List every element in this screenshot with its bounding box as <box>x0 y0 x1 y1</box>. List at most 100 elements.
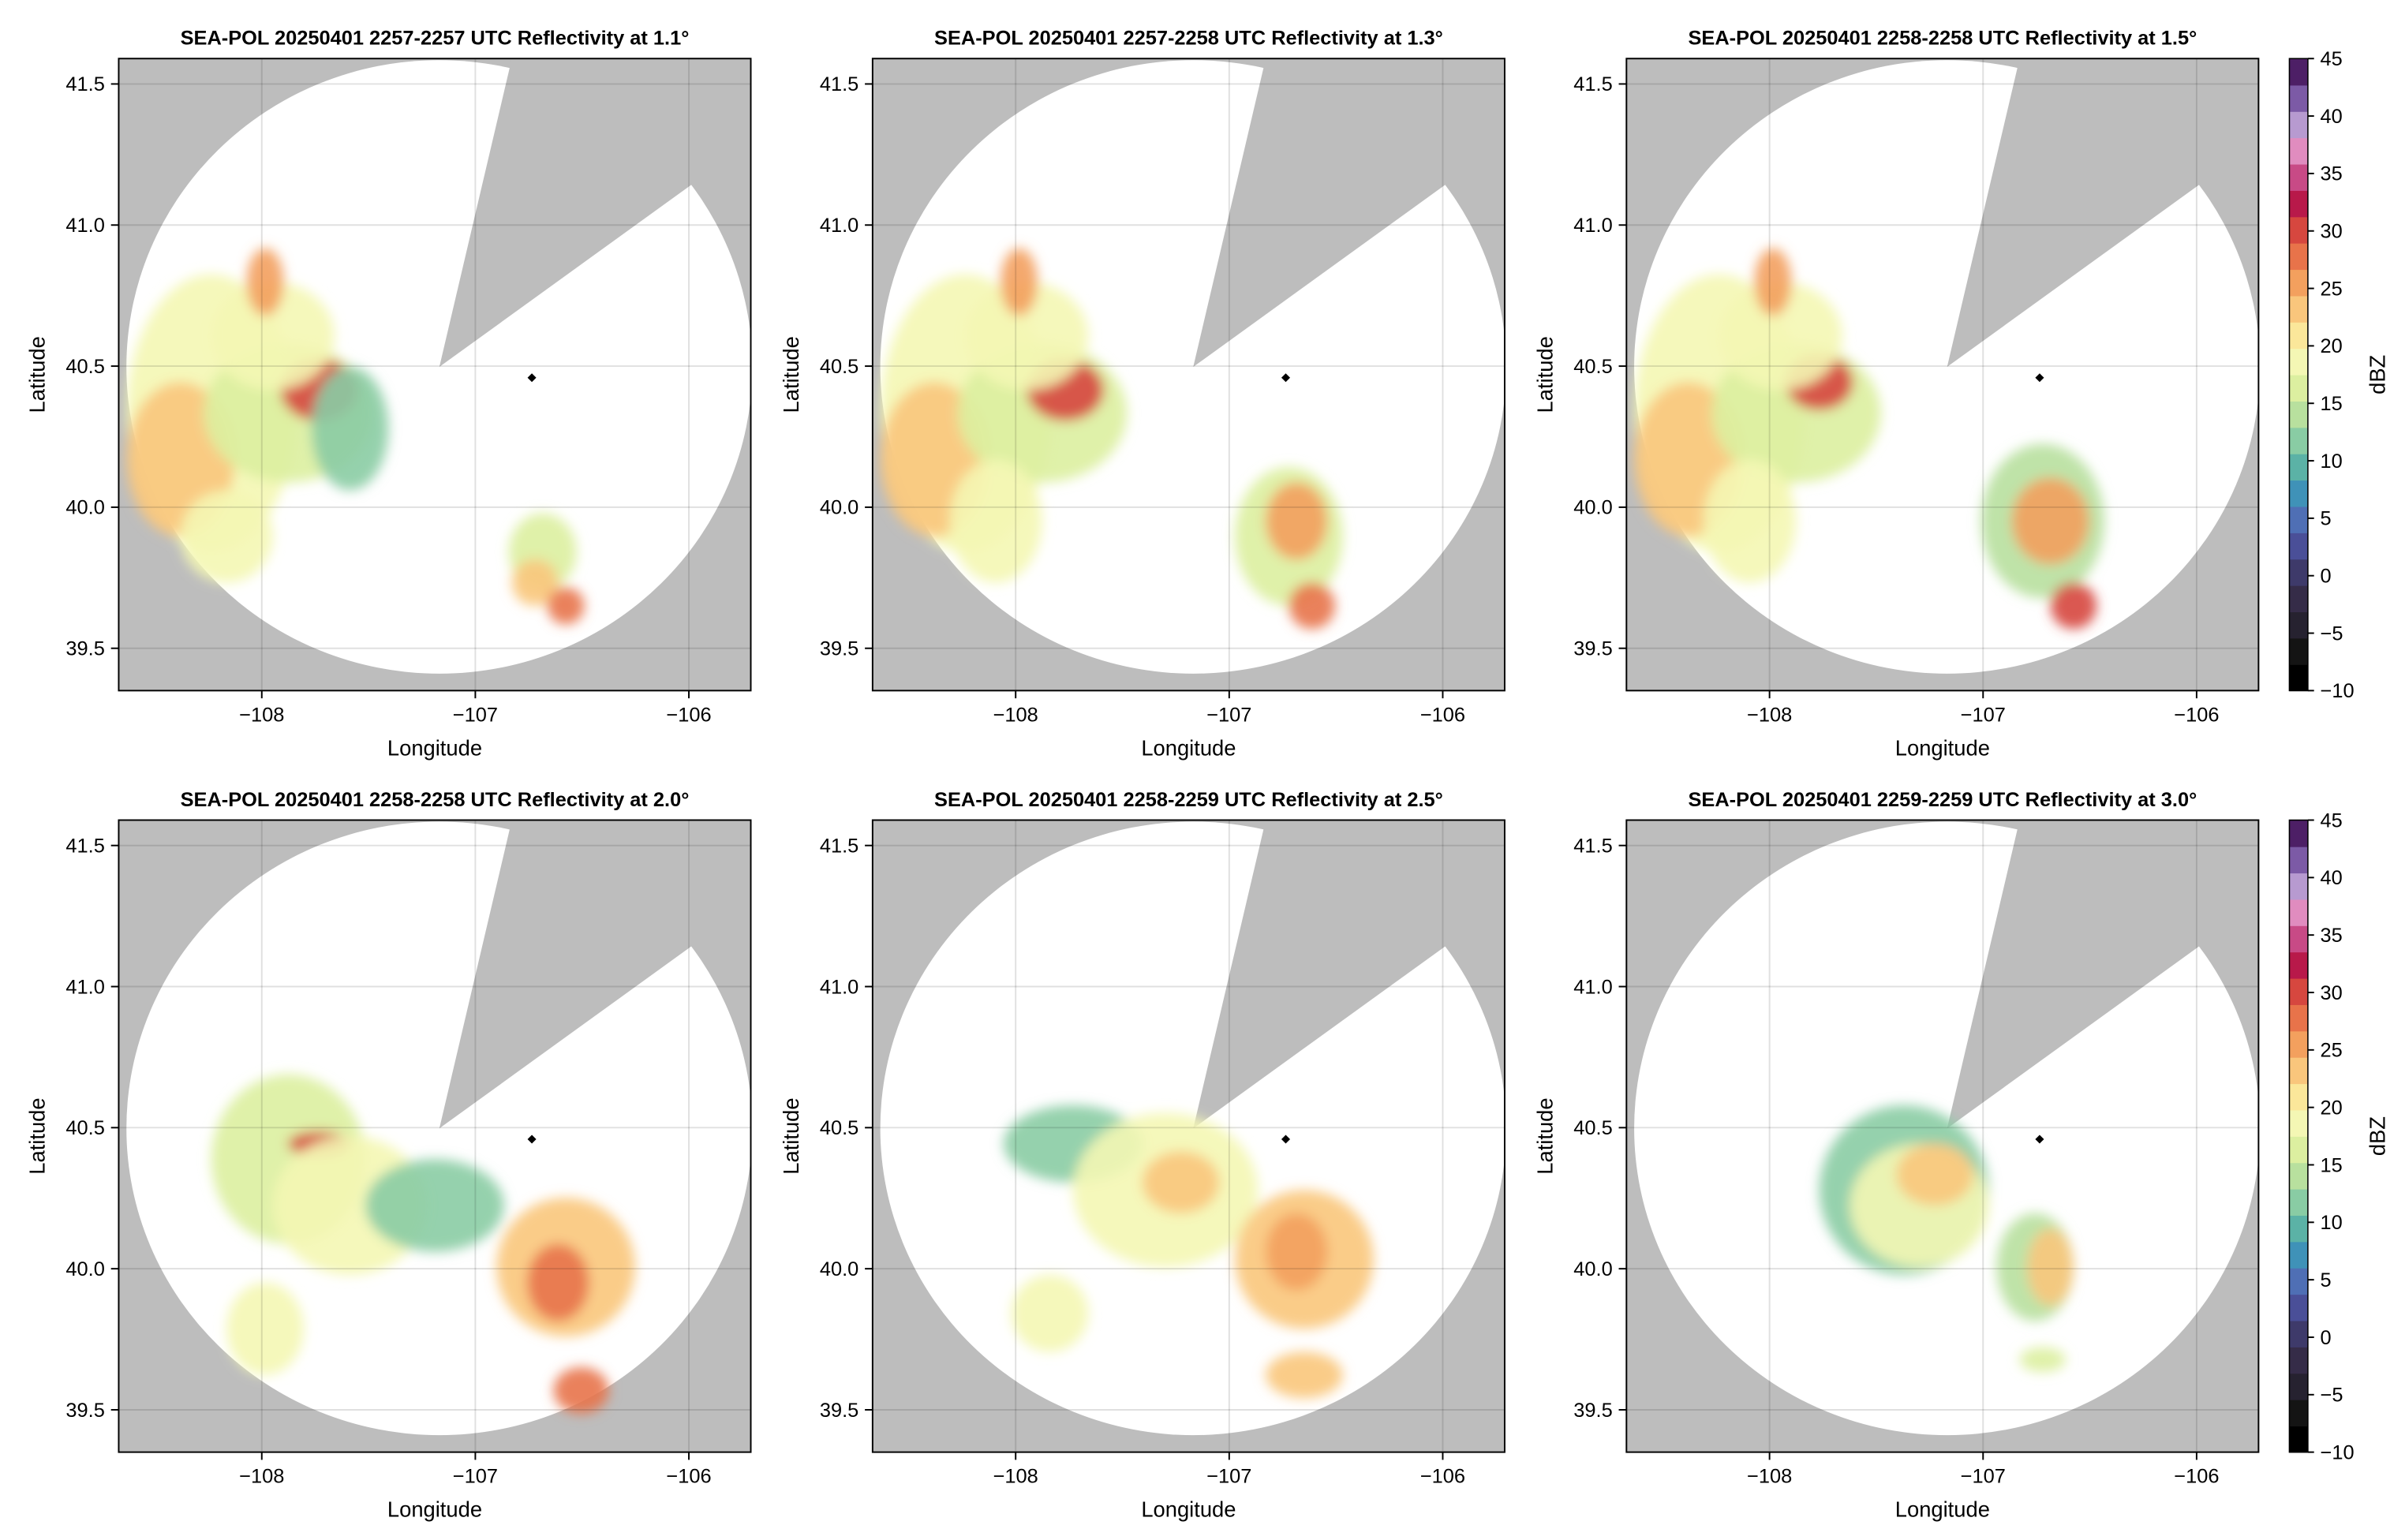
x-tick-label: −107 <box>453 1466 498 1488</box>
colorbar-segment <box>2289 84 2308 112</box>
radar-site <box>2035 373 2044 383</box>
y-tick-label: 41.0 <box>65 976 104 998</box>
colorbar-frame <box>2288 58 2309 692</box>
y-tick-label: 40.5 <box>65 356 104 378</box>
y-tick-label: 39.5 <box>65 638 104 660</box>
colorbar-segment <box>2289 1162 2308 1190</box>
colorbar-tick-label: 45 <box>2321 809 2343 832</box>
y-axis-label: Latitude <box>25 336 50 413</box>
x-tick-label: −107 <box>1206 1466 1251 1488</box>
x-axis-label: Longitude <box>1895 735 1990 760</box>
x-tick-label: −108 <box>1747 1466 1792 1488</box>
y-tick-label: 41.5 <box>820 835 858 857</box>
plot-area <box>118 58 751 691</box>
y-tick-label: 41.5 <box>1573 73 1612 95</box>
echo <box>511 559 559 606</box>
colorbar-tick-label: −5 <box>2321 622 2343 645</box>
x-tick-label: −106 <box>666 704 711 726</box>
axes-frame <box>871 58 1505 692</box>
colorbar-segment <box>2289 453 2308 481</box>
colorbar-tick-label: 30 <box>2321 982 2343 1004</box>
y-tick-label: 41.0 <box>820 976 858 998</box>
echo <box>2050 582 2097 630</box>
x-tick-label: −106 <box>666 1466 711 1488</box>
y-axis-label: Latitude <box>1533 336 1558 413</box>
colorbar-tick-label: 15 <box>2321 393 2343 415</box>
colorbar-tick-label: −10 <box>2321 1441 2355 1463</box>
colorbar-tick-label: 45 <box>2321 48 2343 70</box>
x-tick-label: −107 <box>453 704 498 726</box>
echo <box>1142 1151 1220 1213</box>
echo <box>246 248 284 316</box>
chart-title: SEA-POL 20250401 2257-2257 UTC Reflectiv… <box>181 28 690 50</box>
colorbar-tick-label: 10 <box>2321 1212 2343 1234</box>
colorbar-segment <box>2289 1109 2308 1137</box>
colorbar-tick-label: 10 <box>2321 450 2343 473</box>
colorbar-segment <box>2289 846 2308 874</box>
y-tick-label: 40.5 <box>1573 356 1612 378</box>
axes-frame <box>118 819 752 1453</box>
colorbar-tick-label: 0 <box>2321 1327 2332 1349</box>
colorbar-segment <box>2289 611 2308 639</box>
colorbar-segment <box>2289 216 2308 244</box>
blocked-sector <box>1947 58 2259 368</box>
colorbar-segment <box>2289 137 2308 165</box>
colorbar-tick-label: −10 <box>2321 680 2355 702</box>
colorbar-label: dBZ <box>2366 1116 2390 1156</box>
chart-title: SEA-POL 20250401 2259-2259 UTC Reflectiv… <box>1688 789 2197 811</box>
colorbar-tick-label: 25 <box>2321 1040 2343 1062</box>
x-tick-label: −107 <box>1961 704 2006 726</box>
echo <box>1719 282 1842 391</box>
y-tick-label: 39.5 <box>820 638 858 660</box>
echo <box>226 1282 304 1375</box>
colorbar-segment <box>2289 269 2308 297</box>
x-axis-label: Longitude <box>1141 1497 1236 1522</box>
x-tick-label: −107 <box>1961 1466 2006 1488</box>
radar-site <box>527 373 537 383</box>
echo <box>211 282 335 391</box>
y-tick-label: 40.0 <box>65 1258 104 1280</box>
echo <box>1266 1213 1328 1291</box>
colorbar-tick-label: 35 <box>2321 925 2343 947</box>
echoes <box>880 248 1343 630</box>
colorbar-frame <box>2288 819 2309 1453</box>
colorbar-segment <box>2289 374 2308 402</box>
x-axis-label: Longitude <box>1895 1497 1990 1522</box>
colorbar-segment <box>2289 190 2308 218</box>
colorbar-tick-label: 0 <box>2321 566 2332 588</box>
echo <box>272 1136 428 1275</box>
blocked-sector <box>439 820 751 1129</box>
colorbar-tick-label: 5 <box>2321 508 2332 530</box>
x-axis-label: Longitude <box>1141 735 1236 760</box>
colorbar-tick-label: 25 <box>2321 278 2343 300</box>
colorbar-segment <box>2289 1320 2308 1348</box>
echo <box>2019 1347 2067 1373</box>
colorbar-segment <box>2289 322 2308 349</box>
echo <box>1001 248 1038 316</box>
y-axis-label: Latitude <box>1533 1097 1558 1174</box>
blocked-sector <box>1193 820 1505 1129</box>
colorbar-tick-label: 40 <box>2321 867 2343 889</box>
y-tick-label: 40.0 <box>820 497 858 519</box>
colorbar-segment <box>2289 111 2308 139</box>
x-tick-label: −108 <box>239 704 284 726</box>
x-axis-label: Longitude <box>387 735 482 760</box>
colorbar-segment <box>2289 506 2308 533</box>
colorbar-segment <box>2289 1294 2308 1321</box>
colorbar-segment <box>2289 873 2308 900</box>
y-tick-label: 39.5 <box>1573 1400 1612 1422</box>
colorbar-tick-label: 15 <box>2321 1154 2343 1176</box>
colorbar-segment <box>2289 163 2308 191</box>
colorbar-tick-label: −5 <box>2321 1385 2343 1407</box>
echo <box>965 282 1089 391</box>
y-tick-label: 40.5 <box>820 1117 858 1139</box>
y-tick-label: 41.5 <box>65 73 104 95</box>
y-axis-label: Latitude <box>779 1097 803 1174</box>
colorbar-segment <box>2289 1083 2308 1111</box>
y-tick-label: 40.5 <box>1573 1117 1612 1139</box>
colorbar-tick-label: 20 <box>2321 335 2343 357</box>
echo <box>2011 477 2089 565</box>
axes-frame <box>871 819 1505 1453</box>
